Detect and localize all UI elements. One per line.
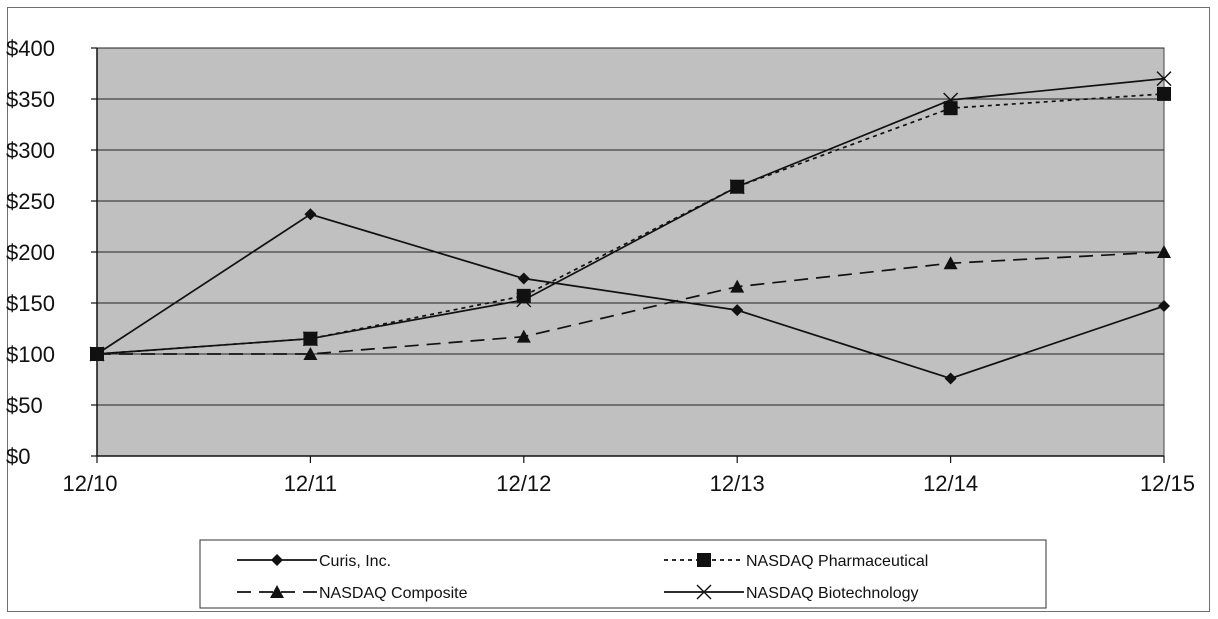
y-tick-label: $300 <box>6 138 55 163</box>
x-marker-stroke <box>729 179 745 195</box>
x-tick-label: 12/14 <box>923 471 978 496</box>
data-point <box>516 292 532 308</box>
series-3 <box>89 71 1172 362</box>
x-marker-stroke <box>1156 71 1172 87</box>
y-tick-label: $0 <box>6 444 30 469</box>
data-point <box>944 372 957 385</box>
data-point <box>731 304 744 317</box>
y-tick-label: $100 <box>6 342 55 367</box>
data-point <box>730 279 745 293</box>
legend-item: NASDAQ Pharmaceutical <box>664 553 928 570</box>
legend-marker <box>697 553 711 567</box>
legend: Curis, Inc. NASDAQ Pharmaceutical NASDAQ C… <box>199 539 1047 609</box>
data-point <box>302 331 318 347</box>
y-tick-label: $150 <box>6 291 55 316</box>
series-0 <box>91 208 1170 385</box>
data-point <box>729 179 745 195</box>
x-tick-label: 12/10 <box>62 471 117 496</box>
data-point <box>1157 86 1171 101</box>
y-tick-label: $400 <box>6 36 55 61</box>
data-point <box>516 288 531 303</box>
legend-marker <box>271 554 283 566</box>
legend-item: NASDAQ Biotechnology <box>664 584 919 602</box>
gridlines <box>97 47 1164 406</box>
y-tick-label: $50 <box>6 393 43 418</box>
data-point <box>304 208 317 221</box>
data-point <box>943 92 959 108</box>
legend-marker <box>696 584 712 600</box>
data-point <box>1156 71 1172 87</box>
x-marker-stroke <box>302 331 318 347</box>
x-tick-label: 12/12 <box>496 471 551 496</box>
x-marker-stroke <box>696 584 712 600</box>
chart-frame <box>7 7 1210 612</box>
data-point <box>1157 245 1171 258</box>
series-line <box>97 251 1165 355</box>
x-tick-label: 12/15 <box>1140 471 1195 496</box>
data-point <box>943 256 958 270</box>
x-tick-label: 12/13 <box>710 471 765 496</box>
data-point <box>303 347 318 360</box>
data-point <box>516 329 531 343</box>
y-axis-ticks: $0 $50 $100 $150 $200 $250 $300 $350 $400 <box>6 36 97 469</box>
x-axis-ticks: 12/10 12/11 12/12 12/13 12/14 12/15 <box>62 456 1195 496</box>
x-marker-stroke <box>89 346 105 362</box>
x-marker-stroke <box>516 292 532 308</box>
legend-label: Curis, Inc. <box>319 553 391 570</box>
series-line <box>96 213 1165 380</box>
legend-item: Curis, Inc. <box>237 553 391 570</box>
x-tick-label: 12/11 <box>284 471 337 496</box>
data-point <box>89 346 105 362</box>
y-tick-label: $200 <box>6 240 55 265</box>
y-tick-label: $250 <box>6 189 55 214</box>
data-point <box>1158 300 1170 313</box>
legend-label: NASDAQ Biotechnology <box>746 585 919 602</box>
y-tick-label: $350 <box>6 87 55 112</box>
series-line <box>96 77 1165 355</box>
series-group <box>89 71 1172 385</box>
legend-label: NASDAQ Pharmaceutical <box>746 553 928 570</box>
legend-label: NASDAQ Composite <box>319 585 468 602</box>
legend-marker <box>270 585 284 598</box>
x-marker-stroke <box>943 92 959 108</box>
legend-item: NASDAQ Composite <box>237 585 468 602</box>
data-point <box>943 101 958 116</box>
data-point <box>517 272 530 285</box>
legend-box <box>199 539 1047 609</box>
